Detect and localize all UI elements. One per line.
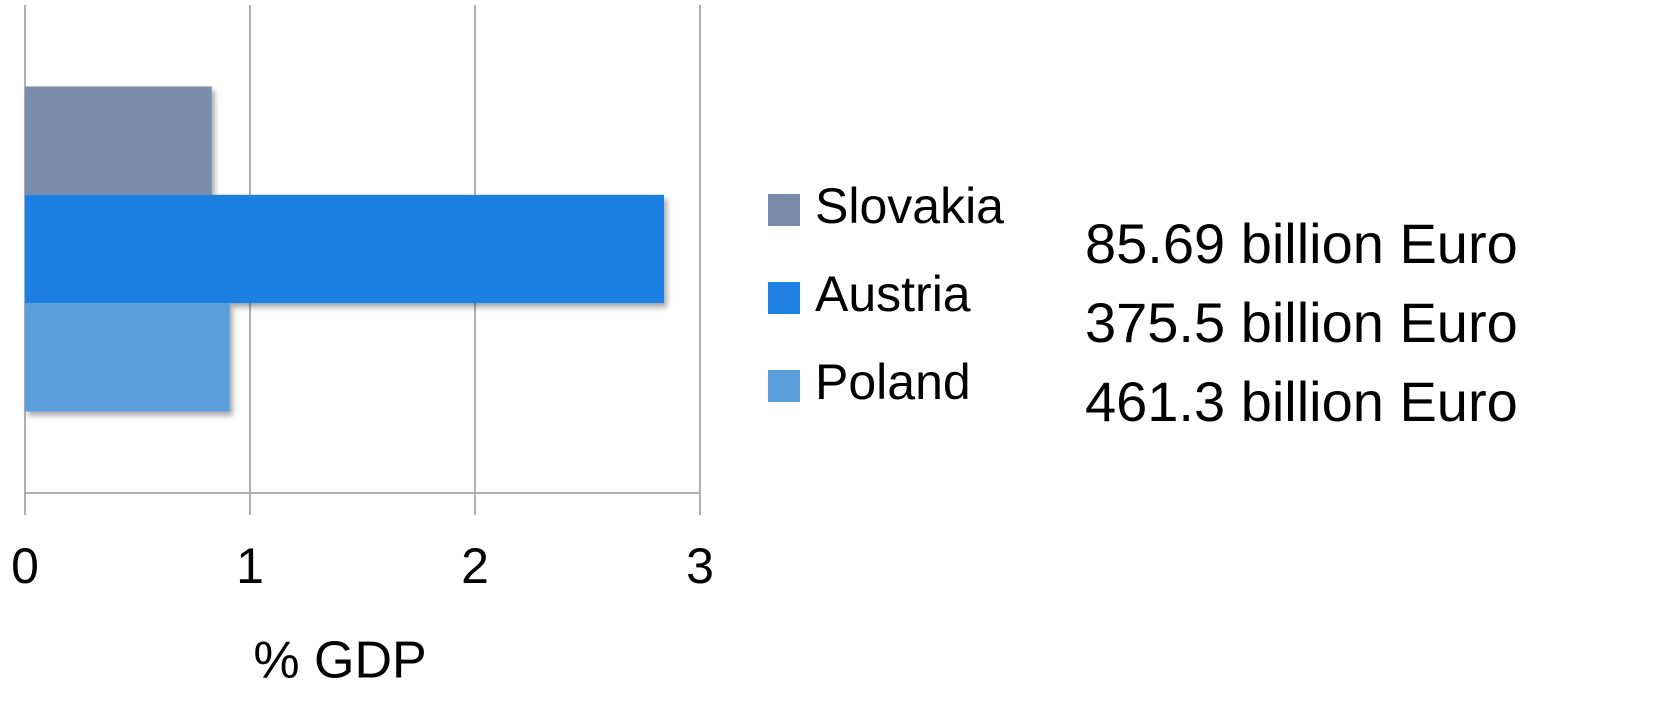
legend-label: Austria <box>815 266 971 322</box>
annotation: 461.3 billion Euro <box>1085 370 1518 433</box>
legend-swatch <box>768 370 800 402</box>
legend-swatch <box>768 282 800 314</box>
legend-label: Slovakia <box>815 178 1004 234</box>
x-tick-label: 3 <box>686 538 714 594</box>
x-axis-label: % GDP <box>253 632 426 690</box>
x-tick-label: 1 <box>236 538 264 594</box>
bar <box>25 86 212 195</box>
bar <box>25 303 230 412</box>
x-tick-label: 0 <box>11 538 39 594</box>
legend-swatch <box>768 194 800 226</box>
annotation: 375.5 billion Euro <box>1085 291 1518 354</box>
annotation: 85.69 billion Euro <box>1085 212 1518 275</box>
bar <box>25 194 664 304</box>
legend-label: Poland <box>815 354 971 410</box>
x-tick-label: 2 <box>461 538 489 594</box>
